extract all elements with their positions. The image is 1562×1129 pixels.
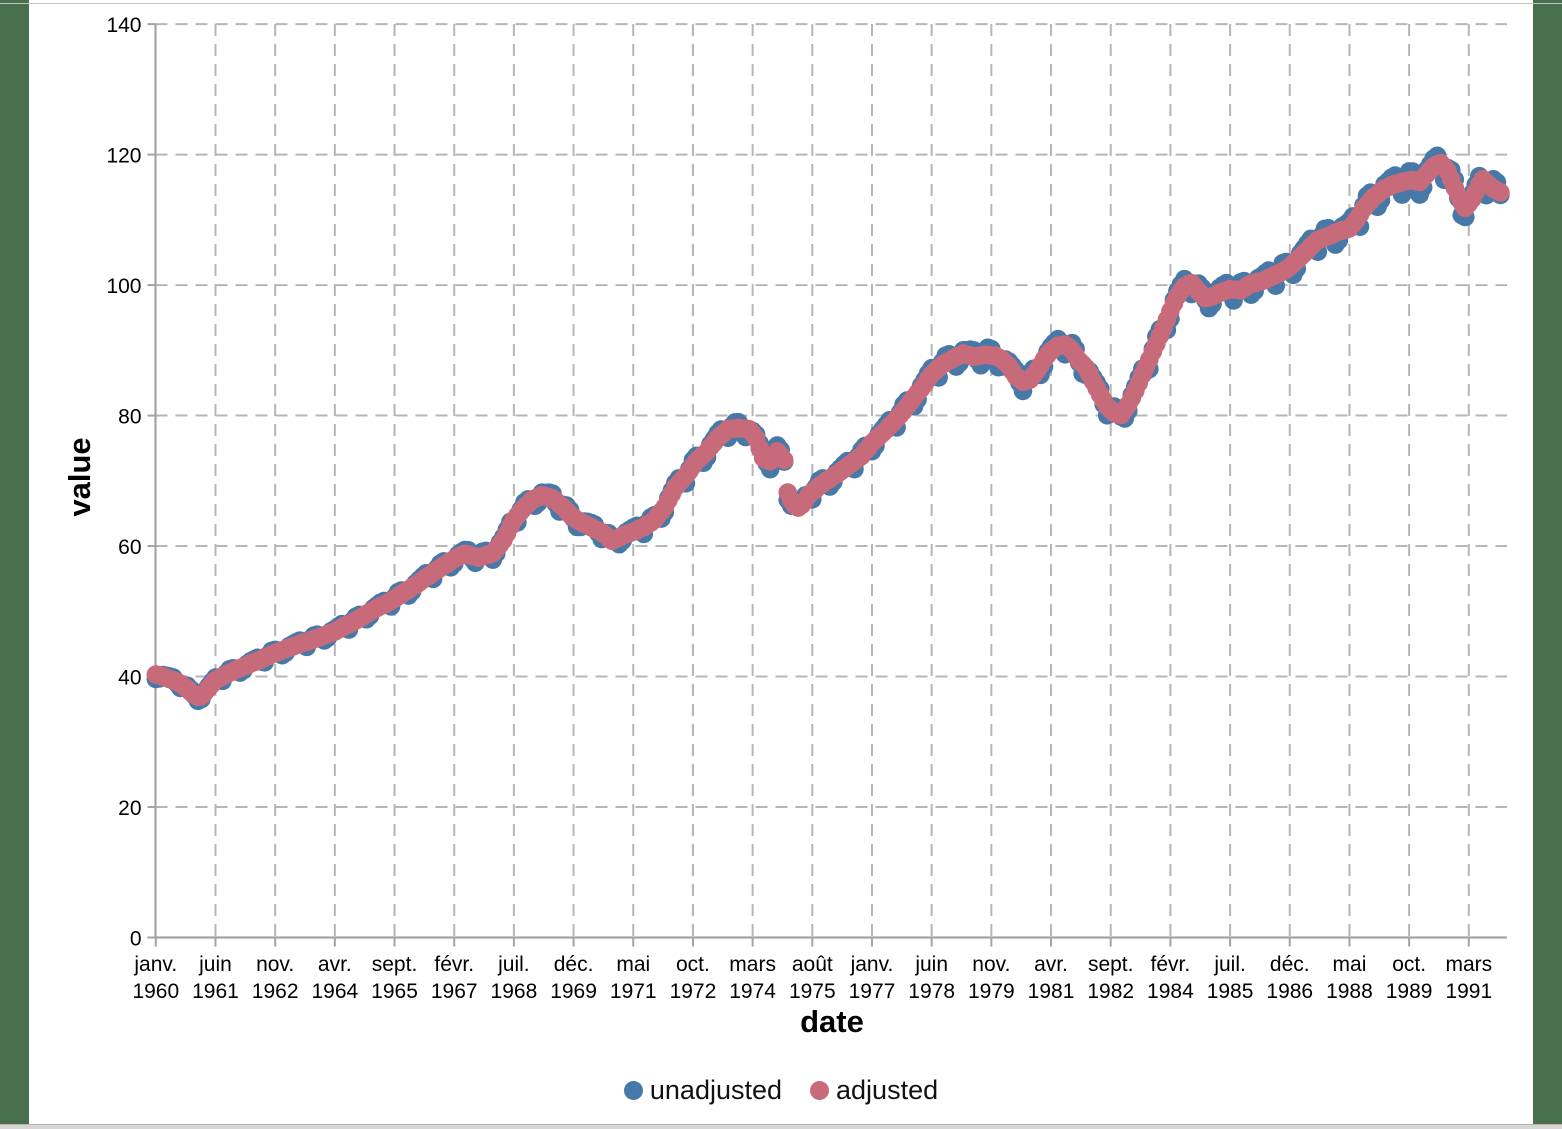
x-tick-label-year: 1968 xyxy=(491,980,538,1003)
unadjusted-marker-icon xyxy=(623,1080,643,1100)
x-tick-label-year: 1964 xyxy=(311,980,358,1003)
x-tick-label-month: janv. xyxy=(850,953,894,976)
x-tick-label-month: déc. xyxy=(554,953,594,976)
x-tick-label-year: 1967 xyxy=(431,980,478,1003)
y-tick-label: 40 xyxy=(118,667,141,690)
legend-label-unadjusted: unadjusted xyxy=(649,1074,783,1105)
x-tick-label-year: 1986 xyxy=(1266,980,1313,1003)
x-tick-label-year: 1960 xyxy=(132,980,179,1003)
x-tick-label-month: avr. xyxy=(318,953,352,976)
x-tick-label-month: mars xyxy=(729,953,776,976)
x-tick-label-month: juil. xyxy=(1213,953,1246,976)
data-point-adjusted xyxy=(774,450,794,470)
x-tick-label-year: 1985 xyxy=(1207,980,1254,1003)
y-tick-label: 20 xyxy=(118,797,141,820)
x-tick-label-year: 1982 xyxy=(1087,980,1134,1003)
x-tick-label-year: 1979 xyxy=(968,980,1015,1003)
x-tick-label-month: déc. xyxy=(1270,953,1310,976)
x-tick-label-year: 1974 xyxy=(729,980,776,1003)
x-tick-label-month: janv. xyxy=(133,953,177,976)
y-tick-label: 0 xyxy=(130,928,142,951)
y-tick-label: 80 xyxy=(118,406,141,429)
x-tick-label-month: sept. xyxy=(372,953,418,976)
x-tick-label-year: 1975 xyxy=(789,980,836,1003)
left-desktop-edge xyxy=(0,0,29,1125)
legend-item-unadjusted[interactable]: unadjusted xyxy=(623,1074,783,1106)
x-tick-label-year: 1984 xyxy=(1147,980,1194,1003)
x-tick-label-month: févr. xyxy=(434,953,474,976)
x-tick-label-month: mai xyxy=(1333,953,1367,976)
x-tick-label-month: oct. xyxy=(1392,953,1426,976)
canvas-bottom-border xyxy=(0,1124,1562,1125)
x-tick-label-year: 1962 xyxy=(252,980,299,1003)
x-tick-label-year: 1978 xyxy=(908,980,955,1003)
x-tick-label-month: nov. xyxy=(972,953,1010,976)
x-tick-label-year: 1981 xyxy=(1028,980,1075,1003)
x-tick-label-year: 1989 xyxy=(1386,980,1433,1003)
x-tick-label-month: févr. xyxy=(1151,953,1191,976)
right-desktop-edge xyxy=(1533,0,1562,1125)
x-tick-label-year: 1988 xyxy=(1326,980,1373,1003)
x-tick-label-year: 1961 xyxy=(192,980,239,1003)
x-tick-label-year: 1965 xyxy=(371,980,418,1003)
x-tick-label-month: août xyxy=(792,953,833,976)
x-tick-label-month: juin xyxy=(198,953,232,976)
y-tick-label: 60 xyxy=(118,536,141,559)
x-axis-title: date xyxy=(800,1004,864,1039)
y-axis-title: value xyxy=(62,437,97,517)
x-tick-label-month: nov. xyxy=(256,953,294,976)
x-tick-label-year: 1972 xyxy=(670,980,717,1003)
x-tick-label-month: sept. xyxy=(1088,953,1134,976)
data-point-adjusted xyxy=(1491,183,1510,202)
legend-label-adjusted: adjusted xyxy=(836,1074,939,1105)
y-tick-label: 140 xyxy=(106,14,141,37)
x-tick-label-month: mai xyxy=(616,953,650,976)
x-tick-label-year: 1971 xyxy=(610,980,657,1003)
x-tick-label-month: juin xyxy=(914,953,948,976)
x-tick-label-month: mars xyxy=(1445,953,1492,976)
x-tick-label-year: 1969 xyxy=(550,980,597,1003)
x-tick-label-year: 1991 xyxy=(1445,980,1492,1003)
canvas-bottom-strip xyxy=(0,1125,1562,1129)
x-tick-label-month: avr. xyxy=(1034,953,1068,976)
x-tick-label-year: 1977 xyxy=(849,980,896,1003)
canvas-top-border xyxy=(0,3,1562,4)
y-tick-label: 100 xyxy=(106,275,141,298)
chart-legend: unadjusted adjusted xyxy=(0,1071,1562,1109)
y-tick-label: 120 xyxy=(106,145,141,168)
x-tick-label-month: oct. xyxy=(676,953,710,976)
x-tick-label-month: juil. xyxy=(497,953,530,976)
legend-item-adjusted[interactable]: adjusted xyxy=(810,1075,938,1106)
adjusted-marker-icon xyxy=(810,1080,830,1100)
